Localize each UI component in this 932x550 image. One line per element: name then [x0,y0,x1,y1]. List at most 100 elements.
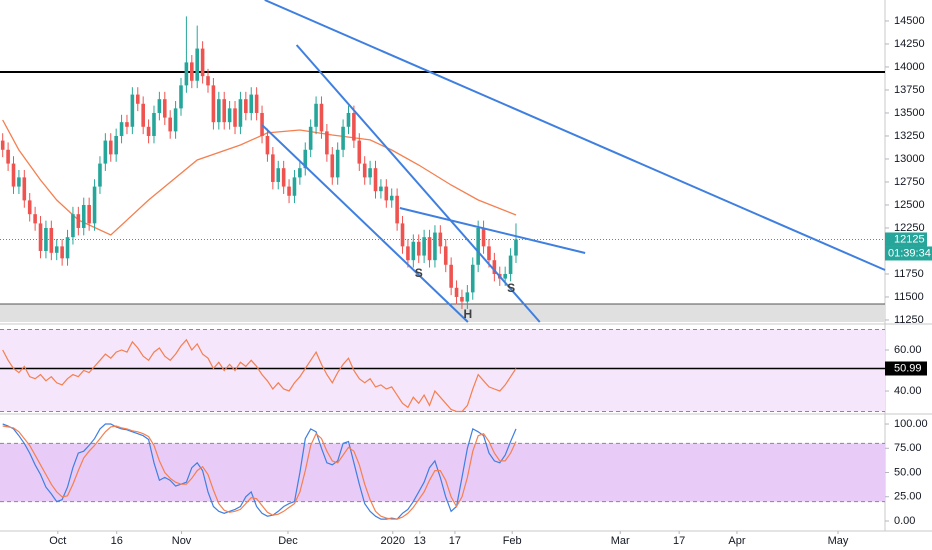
oscillator-band [0,329,885,412]
candle-body [481,227,486,247]
y-tick-label: 13500 [894,107,925,119]
candle-body [103,140,108,164]
candle-body [173,108,178,132]
candle-body [508,255,513,274]
candle-body [492,260,497,274]
candle-body [0,140,5,150]
y-tick-label: 0.00 [894,515,915,527]
candle-body [17,177,21,187]
candle-body [325,131,329,155]
candle-body [200,48,205,77]
candle-body [152,112,156,136]
candle-body [130,94,135,127]
candle-body [265,135,270,155]
candle-body [60,246,64,259]
x-tick-label: 16 [111,535,123,547]
pattern-label: H [464,307,473,321]
candle-body [233,108,237,127]
candle-body [87,204,91,224]
y-tick-label: 11500 [894,291,924,303]
candle-body [443,246,448,265]
y-tick-label: 11750 [894,268,924,280]
x-tick-label: Feb [503,535,522,547]
oscillator-line [2,423,517,520]
candle-body [22,177,27,201]
y-tick-label: 14500 [894,15,925,27]
candle-body [114,135,118,155]
candle-body [162,99,167,118]
candle-body [389,195,394,201]
support-band [0,303,885,322]
candle-body [346,112,351,127]
candle-body [433,232,437,261]
pattern-label: S [507,281,515,295]
candle-body [287,186,291,196]
y-tick-label: 13750 [894,84,925,96]
candle-body [81,204,86,228]
candle-body [179,85,183,109]
candle-body [416,241,421,256]
last-price-box [885,232,927,247]
candle-body [222,99,227,123]
oscillator-line [2,425,517,520]
candle-body [254,94,259,113]
candle-body [352,112,356,141]
x-tick-label: Oct [49,535,66,547]
x-tick-label: Apr [728,535,745,547]
y-tick-label: 14000 [894,61,925,73]
candle-body [54,246,59,253]
candle-body [454,287,459,297]
candle-body [281,168,286,187]
candle-body [427,237,432,261]
trendline [261,124,469,323]
candle-body [422,237,426,256]
candle-body [308,126,313,150]
candle-body [184,62,189,86]
x-tick-label: Mar [611,535,630,547]
candle-body [503,273,507,279]
candle-body [298,168,302,178]
price-scale [885,0,932,550]
trendline [399,207,586,254]
candle-body [271,154,275,182]
last-value-label: 50.99 [894,362,922,374]
candle-body [65,237,70,259]
candle-body [217,99,221,123]
moving-average [2,119,517,236]
x-tick-label: 2020 [381,535,405,547]
candle-body [6,149,10,164]
candle-body [449,264,453,288]
candle-body [76,214,81,228]
y-tick-label: 14250 [894,38,925,50]
candle-body [244,99,248,113]
candle-body [465,292,470,302]
candle-body [238,99,243,127]
candle-body [27,200,32,215]
last-value-box [885,361,927,376]
candle-body [168,117,172,132]
candle-body [119,122,124,136]
y-tick-label: 25.00 [894,491,922,503]
candle-body [411,241,416,261]
candle-body [98,163,102,187]
candle-body [406,246,410,261]
oscillator-line [2,338,517,413]
y-tick-label: 75.00 [894,442,922,454]
candle-body [141,103,145,127]
x-tick-label: 13 [414,535,426,547]
candle-body [476,227,480,265]
last-price-label: 12125 [894,233,925,245]
candle-body [33,214,37,224]
candle-body [49,227,54,253]
candle-body [227,108,232,123]
candle-body [514,239,518,256]
x-tick-label: May [828,535,849,547]
x-tick-label: Dec [278,535,298,547]
y-tick-label: 50.00 [894,466,922,478]
candle-body [438,232,443,247]
candle-body [11,163,16,187]
trendline [264,0,886,271]
candle-body [92,186,97,224]
y-tick-label: 40.00 [894,385,922,397]
